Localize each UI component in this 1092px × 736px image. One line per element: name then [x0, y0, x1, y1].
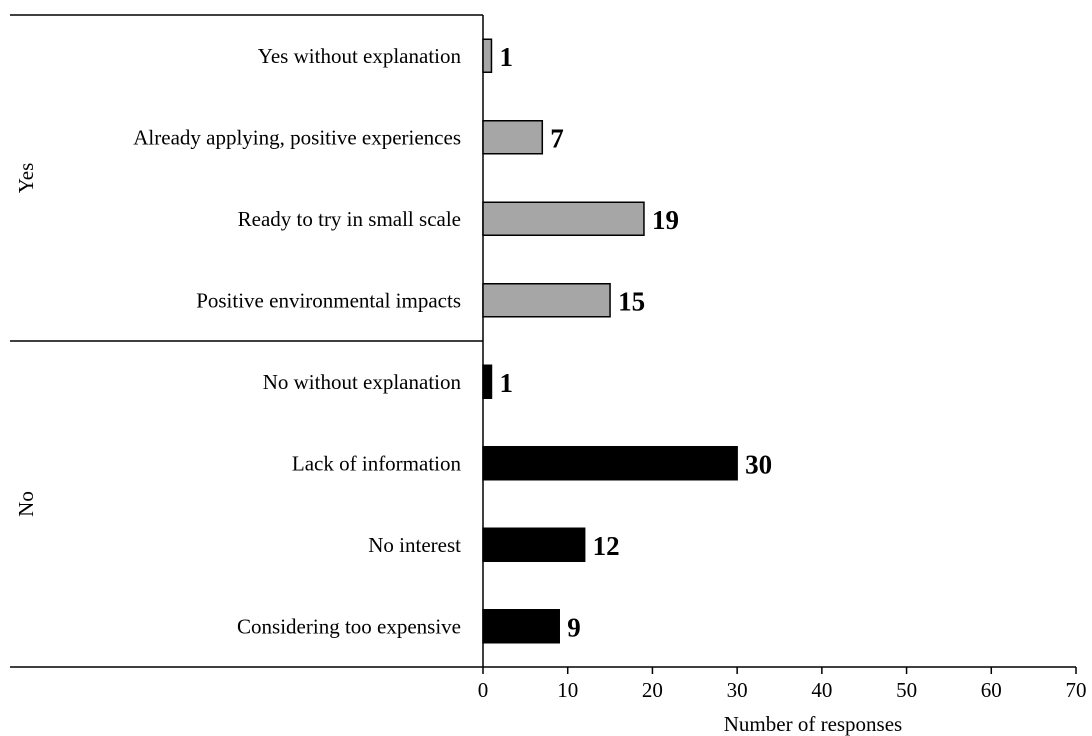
- category-label-yes-without-explanation: Yes without explanation: [258, 44, 462, 68]
- category-label-considering-too-expensive: Considering too expensive: [237, 614, 461, 638]
- bar-already-applying-positive-experiences: [482, 120, 544, 155]
- value-label-lack-of-information: 30: [745, 449, 772, 479]
- category-label-positive-environmental-impacts: Positive environmental impacts: [196, 288, 461, 312]
- bar-no-without-explanation: [482, 364, 493, 399]
- x-tick-label-30: 30: [727, 678, 748, 702]
- value-label-yes-without-explanation: 1: [499, 42, 513, 72]
- category-label-already-applying-positive-experiences: Already applying, positive experiences: [133, 125, 461, 149]
- chart-frame: [10, 14, 1076, 668]
- group-label-no: No: [14, 491, 38, 517]
- value-label-no-without-explanation: 1: [499, 368, 513, 398]
- value-labels: 1 7 19 15 1 30 12 9: [499, 42, 772, 643]
- bar-no-interest: [482, 527, 586, 562]
- category-labels: Yes without explanation Already applying,…: [133, 44, 461, 639]
- value-label-already-applying-positive-experiences: 7: [550, 123, 564, 153]
- bars: [482, 38, 738, 644]
- value-label-considering-too-expensive: 9: [567, 612, 581, 642]
- x-tick-label-20: 20: [642, 678, 663, 702]
- x-tick-label-0: 0: [478, 678, 489, 702]
- category-label-ready-to-try-in-small-scale: Ready to try in small scale: [238, 207, 461, 231]
- x-tick-label-60: 60: [981, 678, 1002, 702]
- x-tick-label-40: 40: [811, 678, 832, 702]
- category-label-lack-of-information: Lack of information: [292, 451, 462, 475]
- category-label-no-without-explanation: No without explanation: [263, 370, 462, 394]
- bar-ready-to-try-in-small-scale: [482, 201, 645, 236]
- group-labels: Yes No: [14, 163, 38, 517]
- x-tick-label-70: 70: [1066, 678, 1087, 702]
- value-label-positive-environmental-impacts: 15: [618, 286, 645, 316]
- x-tick-label-10: 10: [557, 678, 578, 702]
- group-label-yes: Yes: [14, 163, 38, 194]
- value-label-no-interest: 12: [593, 531, 620, 561]
- category-label-no-interest: No interest: [368, 533, 461, 557]
- x-tick-label-50: 50: [896, 678, 917, 702]
- bar-considering-too-expensive: [482, 609, 560, 644]
- bar-positive-environmental-impacts: [482, 283, 611, 318]
- x-axis-ticks: 0 10 20 30 40 50 60 70: [478, 667, 1087, 702]
- value-label-ready-to-try-in-small-scale: 19: [652, 205, 679, 235]
- bar-lack-of-information: [482, 446, 738, 481]
- x-axis-title: Number of responses: [724, 712, 902, 736]
- bar-yes-without-explanation: [482, 38, 493, 73]
